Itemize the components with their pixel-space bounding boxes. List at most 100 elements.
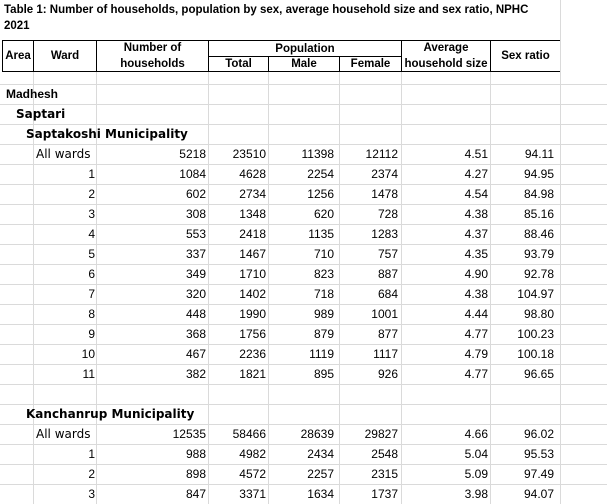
- ward-cell: 1: [88, 447, 95, 461]
- grid-line: [0, 184, 607, 185]
- value-cell: 96.02: [523, 427, 554, 441]
- ward-cell: 2: [88, 187, 95, 201]
- value-cell: 1478: [371, 187, 398, 201]
- value-cell: 877: [377, 327, 398, 341]
- grid-line: [0, 144, 607, 145]
- value-cell: 58466: [232, 427, 266, 441]
- grid-line: [96, 72, 97, 504]
- value-cell: 4.44: [464, 307, 488, 321]
- grid-line: [0, 224, 607, 225]
- value-cell: 1119: [309, 347, 334, 361]
- municipality-label: Saptakoshi Municipality: [26, 127, 188, 141]
- value-cell: 2236: [239, 347, 266, 361]
- value-cell: 12535: [172, 427, 206, 441]
- value-cell: 1756: [239, 327, 266, 341]
- header-sex-ratio: Sex ratio: [490, 40, 561, 72]
- value-cell: 1001: [371, 307, 398, 321]
- value-cell: 94.11: [524, 147, 554, 161]
- grid-line: [0, 244, 607, 245]
- value-cell: 104.97: [517, 287, 554, 301]
- value-cell: 337: [185, 247, 206, 261]
- ward-cell: 3: [88, 487, 95, 501]
- ward-cell: 11: [82, 367, 95, 381]
- grid-line: [0, 424, 607, 425]
- value-cell: 2418: [239, 227, 266, 241]
- value-cell: 1710: [239, 267, 266, 281]
- value-cell: 3.98: [464, 487, 488, 501]
- value-cell: 4.27: [464, 167, 488, 181]
- ward-cell: 9: [88, 327, 95, 341]
- value-cell: 11398: [301, 147, 334, 161]
- value-cell: 308: [185, 207, 206, 221]
- grid-line: [401, 72, 402, 504]
- grid-line: [208, 72, 209, 504]
- value-cell: 4.66: [464, 427, 488, 441]
- value-cell: 620: [313, 207, 334, 221]
- value-cell: 1737: [371, 487, 398, 501]
- header-area: Area: [2, 40, 34, 72]
- value-cell: 2315: [371, 467, 398, 481]
- value-cell: 1402: [239, 287, 266, 301]
- value-cell: 887: [377, 267, 398, 281]
- header-population: Population: [208, 40, 402, 57]
- grid-line: [0, 464, 607, 465]
- value-cell: 4572: [239, 467, 266, 481]
- value-cell: 898: [185, 467, 206, 481]
- header-ward: Ward: [33, 40, 97, 72]
- value-cell: 4.54: [464, 187, 488, 201]
- value-cell: 349: [185, 267, 206, 281]
- value-cell: 100.23: [517, 327, 554, 341]
- value-cell: 895: [313, 367, 334, 381]
- value-cell: 12112: [365, 147, 398, 161]
- value-cell: 85.16: [523, 207, 554, 221]
- value-cell: 4.37: [464, 227, 488, 241]
- value-cell: 2734: [239, 187, 266, 201]
- value-cell: 1467: [239, 247, 266, 261]
- value-cell: 2257: [307, 467, 334, 481]
- value-cell: 1348: [239, 207, 266, 221]
- ward-cell: All wards: [36, 147, 91, 161]
- grid-line: [33, 72, 34, 504]
- ward-cell: All wards: [36, 427, 91, 441]
- value-cell: 879: [313, 327, 334, 341]
- ward-cell: 8: [88, 307, 95, 321]
- grid-line: [560, 72, 561, 504]
- ward-cell: 1: [88, 167, 95, 181]
- value-cell: 4.51: [464, 147, 488, 161]
- value-cell: 710: [313, 247, 334, 261]
- value-cell: 5.04: [464, 447, 488, 461]
- value-cell: 98.80: [523, 307, 554, 321]
- grid-line: [0, 324, 607, 325]
- value-cell: 1256: [307, 187, 334, 201]
- ward-cell: 3: [88, 207, 95, 221]
- ward-cell: 6: [88, 267, 95, 281]
- header-female: Female: [339, 56, 402, 72]
- value-cell: 94.07: [523, 487, 554, 501]
- value-cell: 4.38: [464, 207, 488, 221]
- value-cell: 368: [185, 327, 206, 341]
- ward-cell: 7: [88, 287, 95, 301]
- grid-line: [339, 72, 340, 504]
- value-cell: 100.18: [517, 347, 554, 361]
- grid-line: [0, 484, 607, 485]
- value-cell: 4.90: [464, 267, 488, 281]
- grid-line: [0, 304, 607, 305]
- header-households: Number of households: [96, 40, 209, 72]
- grid-line: [0, 164, 607, 165]
- value-cell: 97.49: [523, 467, 554, 481]
- value-cell: 88.46: [523, 227, 554, 241]
- grid-line: [0, 444, 607, 445]
- value-cell: 28639: [300, 427, 334, 441]
- value-cell: 29827: [364, 427, 398, 441]
- municipality-label: Kanchanrup Municipality: [26, 407, 195, 421]
- value-cell: 467: [185, 347, 206, 361]
- value-cell: 4982: [239, 447, 266, 461]
- value-cell: 5218: [179, 147, 206, 161]
- value-cell: 96.65: [523, 367, 554, 381]
- value-cell: 23510: [232, 147, 266, 161]
- grid-line: [0, 404, 607, 405]
- value-cell: 1135: [308, 227, 334, 241]
- value-cell: 847: [185, 487, 206, 501]
- ward-cell: 5: [88, 247, 95, 261]
